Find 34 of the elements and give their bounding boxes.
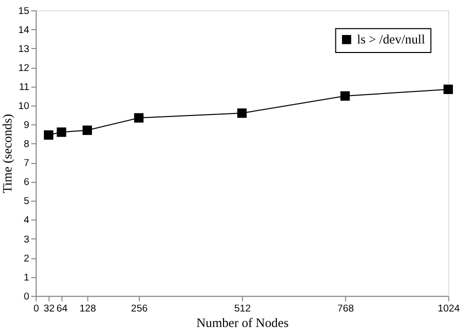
y-tick-label: 3 <box>24 234 30 246</box>
point <box>44 130 54 140</box>
x-tick-label: 256 <box>131 303 148 314</box>
y-tick-label: 9 <box>24 120 30 132</box>
point <box>56 127 66 137</box>
x-tick-label: 128 <box>79 303 97 314</box>
y-tick-label: 5 <box>24 196 30 208</box>
y-axis-title: Time (seconds) <box>0 114 14 194</box>
point <box>444 84 453 94</box>
y-tick-label: 14 <box>18 24 30 36</box>
y-tick-label: 11 <box>18 82 30 93</box>
point <box>340 91 350 101</box>
x-tick-label: 512 <box>234 303 252 314</box>
x-tick-label: 64 <box>56 303 68 314</box>
y-tick-label: 10 <box>18 100 30 112</box>
y-tick-label: 15 <box>18 6 30 17</box>
x-tick-label: 1024 <box>438 303 460 314</box>
point <box>237 108 247 118</box>
x-tick-label: 768 <box>337 303 354 314</box>
y-tick-label: 2 <box>24 253 30 264</box>
point <box>82 126 92 135</box>
legend-label: ls > /dev/null <box>356 32 426 47</box>
y-tick-label: 13 <box>18 44 30 55</box>
point <box>134 113 144 123</box>
y-tick-label: 1 <box>24 272 30 284</box>
x-tick-label: 0 <box>33 303 40 314</box>
y-tick-label: 12 <box>18 62 30 74</box>
x-tick-label: 32 <box>44 303 56 314</box>
y-tick-label: 8 <box>24 139 30 150</box>
y-tick-label: 4 <box>24 215 30 226</box>
y-tick-label: 0 <box>24 291 30 302</box>
y-tick-label: 6 <box>24 177 30 188</box>
y-tick-label: 7 <box>24 158 30 170</box>
x-axis-title: Number of Nodes <box>196 316 289 330</box>
